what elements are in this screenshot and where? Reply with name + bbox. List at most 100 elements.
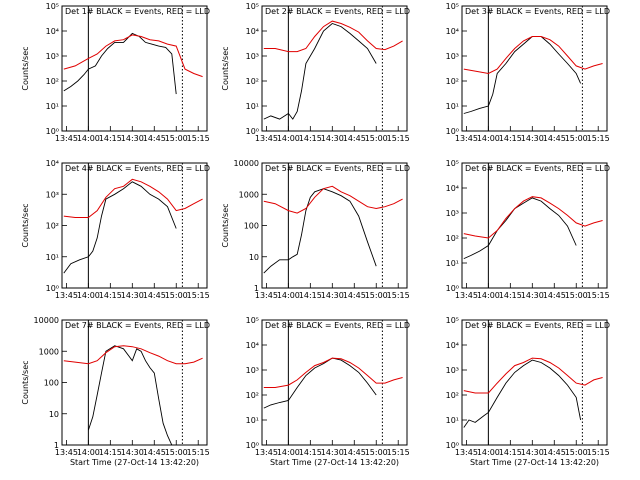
x-tick-label: 13:45 [455, 291, 478, 300]
y-tick-label: 10¹ [446, 416, 459, 425]
x-tick-label: 13:45 [455, 134, 478, 143]
x-tick-label: 14:15 [299, 291, 322, 300]
y-tick-label: 10⁴ [446, 341, 459, 350]
events-series-line [463, 359, 582, 428]
x-tick-label: 15:00 [365, 291, 388, 300]
x-tick-label: 13:45 [255, 134, 278, 143]
y-tick-label: 10¹ [46, 102, 59, 111]
y-tick-label: 10⁰ [446, 284, 459, 293]
x-tick-label: 15:00 [565, 291, 588, 300]
lld-series-line [263, 20, 403, 53]
y-tick-label: 10⁵ [446, 316, 459, 325]
x-tick-label: 15:15 [387, 291, 410, 300]
plot-title: Det 3# BLACK = Events, RED = LLD [465, 7, 610, 16]
x-tick-label: 14:15 [99, 134, 122, 143]
lld-series-line [463, 196, 603, 239]
plot-frame [61, 162, 208, 289]
events-series-line [87, 345, 177, 446]
x-tick-label: 14:00 [277, 291, 300, 300]
x-tick-label: 14:00 [477, 134, 500, 143]
x-tick-label: 14:45 [143, 291, 166, 300]
x-tick-label: 14:15 [99, 448, 122, 457]
x-tick-label: 14:30 [121, 291, 144, 300]
events-series-line [63, 181, 177, 274]
detector-panel-1: Det 1# BLACK = Events, RED = LLD 10⁰ 10¹ 10… [21, 2, 210, 143]
y-tick-label: 10³ [246, 366, 259, 375]
y-tick-label: 10¹ [46, 253, 59, 262]
detector-panel-9: Det 9# BLACK = Events, RED = LLD 10⁰ 10¹ 10… [446, 316, 610, 467]
y-tick-label: 10² [246, 77, 259, 86]
x-tick-label: 15:00 [165, 134, 188, 143]
x-tick-label: 14:00 [277, 448, 300, 457]
detector-panel-3: Det 3# BLACK = Events, RED = LLD 10⁰ 10¹ 10… [446, 2, 610, 143]
detector-panel-5: Det 5# BLACK = Events, RED = LLD 1 10 100 10… [221, 159, 410, 300]
plot-frame [61, 5, 208, 132]
lld-series-line [63, 34, 203, 78]
x-tick-label: 14:45 [543, 448, 566, 457]
lld-series-line [263, 357, 403, 388]
x-tick-label: 15:00 [165, 448, 188, 457]
plot-frame [461, 319, 608, 446]
x-tick-label: 14:45 [543, 291, 566, 300]
x-tick-label: 14:15 [499, 448, 522, 457]
x-tick-label: 15:15 [187, 291, 210, 300]
y-axis-label: Counts/sec [21, 203, 30, 247]
x-tick-label: 14:45 [543, 134, 566, 143]
y-tick-label: 10⁵ [446, 159, 459, 168]
y-axis-label: Counts/sec [221, 203, 230, 247]
y-axis-label: Counts/sec [221, 46, 230, 90]
x-tick-label: 14:30 [121, 134, 144, 143]
y-tick-label: 10000 [234, 159, 259, 168]
y-tick-label: 10² [246, 391, 259, 400]
y-tick-label: 10 [49, 410, 59, 419]
y-tick-label: 1000 [39, 347, 59, 356]
plot-frame [461, 162, 608, 289]
y-tick-label: 100 [44, 379, 59, 388]
lld-series-line [463, 357, 603, 394]
lld-series-line [63, 178, 203, 218]
y-tick-label: 10⁵ [246, 2, 259, 11]
plot-frame [261, 162, 408, 289]
x-axis-label: Start Time (27-Oct-14 13:42:20) [270, 458, 399, 467]
y-tick-label: 10³ [446, 209, 459, 218]
events-series-line [63, 32, 177, 95]
y-tick-label: 10⁵ [246, 316, 259, 325]
x-tick-label: 13:45 [255, 448, 278, 457]
y-tick-label: 10² [46, 222, 59, 231]
x-tick-label: 14:00 [477, 291, 500, 300]
y-tick-label: 1 [54, 441, 59, 450]
events-series-line [263, 188, 377, 274]
x-tick-label: 15:00 [565, 448, 588, 457]
x-tick-label: 14:30 [121, 448, 144, 457]
y-axis-label: Counts/sec [21, 360, 30, 404]
x-tick-label: 13:45 [55, 448, 78, 457]
x-tick-label: 15:00 [565, 134, 588, 143]
x-tick-label: 14:30 [321, 448, 344, 457]
x-tick-label: 14:45 [343, 448, 366, 457]
x-tick-label: 13:45 [255, 291, 278, 300]
x-tick-label: 14:45 [343, 134, 366, 143]
events-series-line [463, 197, 577, 260]
y-tick-label: 10¹ [446, 259, 459, 268]
events-series-line [463, 36, 582, 114]
y-tick-label: 10⁴ [446, 184, 459, 193]
y-tick-label: 10³ [446, 366, 459, 375]
x-tick-label: 14:15 [299, 134, 322, 143]
y-tick-label: 10⁵ [446, 2, 459, 11]
x-tick-label: 15:15 [387, 134, 410, 143]
y-tick-label: 10⁴ [46, 159, 59, 168]
y-tick-label: 10⁰ [46, 127, 59, 136]
x-tick-label: 13:45 [55, 291, 78, 300]
x-tick-label: 14:00 [77, 134, 100, 143]
plot-title: Det 7# BLACK = Events, RED = LLD [65, 321, 210, 330]
plot-frame [61, 319, 208, 446]
x-tick-label: 14:30 [321, 134, 344, 143]
events-series-line [263, 357, 377, 409]
detector-panel-8: Det 8# BLACK = Events, RED = LLD 10⁰ 10¹ 10… [246, 316, 410, 467]
y-tick-label: 10000 [34, 316, 59, 325]
y-tick-label: 10⁴ [446, 27, 459, 36]
plot-title: Det 5# BLACK = Events, RED = LLD [265, 164, 410, 173]
y-tick-label: 10³ [46, 52, 59, 61]
x-tick-label: 14:15 [499, 134, 522, 143]
